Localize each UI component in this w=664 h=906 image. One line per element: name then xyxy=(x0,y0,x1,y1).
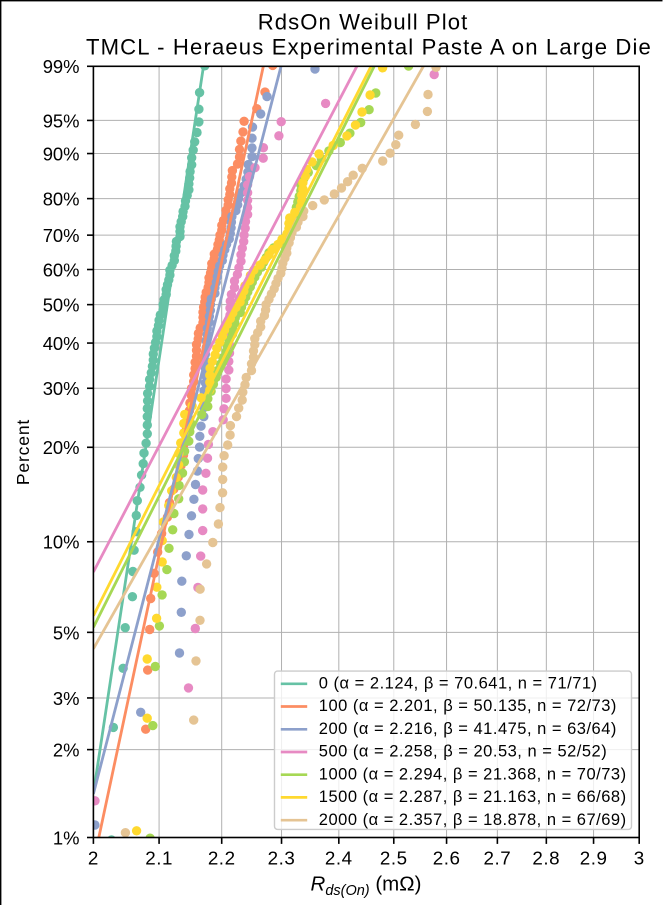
svg-text:TMCL - Heraeus Experimental Pa: TMCL - Heraeus Experimental Paste A on L… xyxy=(86,35,652,60)
svg-text:5%: 5% xyxy=(53,622,80,643)
svg-text:Rds(On) (mΩ): Rds(On) (mΩ) xyxy=(311,873,422,900)
svg-text:500 (α = 2.258, β = 20.53, n =: 500 (α = 2.258, β = 20.53, n = 52/52) xyxy=(319,743,607,761)
svg-text:2: 2 xyxy=(88,848,99,869)
svg-text:2.5: 2.5 xyxy=(380,848,408,869)
svg-text:2.1: 2.1 xyxy=(145,848,173,869)
svg-text:10%: 10% xyxy=(43,532,80,553)
svg-text:200 (α = 2.216, β = 41.475, n: 200 (α = 2.216, β = 41.475, n = 63/64) xyxy=(319,720,617,738)
svg-text:50%: 50% xyxy=(43,295,80,316)
svg-text:2000 (α = 2.357, β = 18.878, n: 2000 (α = 2.357, β = 18.878, n = 67/69) xyxy=(319,811,627,829)
svg-text:20%: 20% xyxy=(43,437,80,458)
svg-text:1000 (α = 2.294, β = 21.368, n: 1000 (α = 2.294, β = 21.368, n = 70/73) xyxy=(319,765,627,783)
svg-text:2.6: 2.6 xyxy=(433,848,461,869)
svg-text:RdsOn Weibull Plot: RdsOn Weibull Plot xyxy=(258,9,469,34)
svg-text:40%: 40% xyxy=(43,333,80,354)
svg-text:30%: 30% xyxy=(43,378,80,399)
svg-text:90%: 90% xyxy=(43,143,80,164)
svg-text:3: 3 xyxy=(634,848,645,869)
svg-text:1%: 1% xyxy=(53,827,80,848)
svg-text:2.7: 2.7 xyxy=(484,848,512,869)
svg-text:70%: 70% xyxy=(43,225,80,246)
svg-text:99%: 99% xyxy=(43,56,80,77)
svg-text:2.3: 2.3 xyxy=(268,848,296,869)
svg-text:80%: 80% xyxy=(43,189,80,210)
svg-text:2.9: 2.9 xyxy=(580,848,608,869)
svg-text:2%: 2% xyxy=(53,740,80,761)
svg-text:2.2: 2.2 xyxy=(208,848,236,869)
svg-text:95%: 95% xyxy=(43,110,80,131)
svg-text:Percent: Percent xyxy=(13,419,33,485)
svg-text:100 (α = 2.201, β = 50.135, n: 100 (α = 2.201, β = 50.135, n = 72/73) xyxy=(319,697,617,715)
svg-text:60%: 60% xyxy=(43,259,80,280)
svg-text:3%: 3% xyxy=(53,688,80,709)
svg-text:2.4: 2.4 xyxy=(325,848,353,869)
svg-text:0 (α = 2.124, β = 70.641, n =: 0 (α = 2.124, β = 70.641, n = 71/71) xyxy=(319,674,598,692)
svg-text:1500 (α = 2.287, β = 21.163, n: 1500 (α = 2.287, β = 21.163, n = 66/68) xyxy=(319,788,627,806)
svg-text:2.8: 2.8 xyxy=(532,848,560,869)
